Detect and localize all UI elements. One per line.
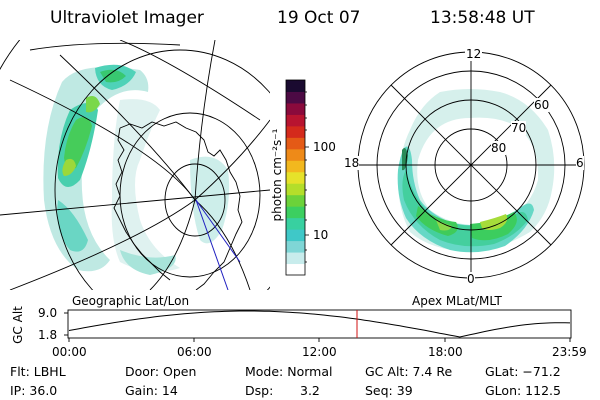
colorbar-unit-label: photon cm⁻²s⁻¹ [270, 128, 284, 222]
altitude-plot-frame [67, 309, 572, 339]
colorbar-segment [286, 91, 305, 104]
info-seq: Seq: 39 [365, 383, 413, 398]
longitude-grid [0, 40, 270, 290]
colorbar-tick-10: 10 [313, 228, 329, 242]
mlat-label-80: 80 [491, 141, 507, 155]
geographic-caption: Geographic Lat/Lon [72, 294, 190, 308]
colorbar-segment [286, 160, 305, 173]
polar-plot [357, 51, 585, 279]
xtick-06: 06:00 [177, 345, 212, 359]
colorbar-segment [286, 148, 305, 161]
info-gain: Gain: 14 [125, 383, 178, 398]
info-dsp-label: Dsp: [245, 383, 274, 398]
colorbar-segment [286, 206, 305, 219]
info-gc-alt: GC Alt: 7.4 Re [365, 364, 453, 379]
colorbar-segment [286, 125, 305, 138]
altitude-ytick-1-8: 1.8 [38, 328, 58, 342]
altitude-ytick-9: 9.0 [38, 306, 58, 320]
time-label: 13:58:48 UT [430, 8, 535, 28]
colorbar-segment [286, 102, 305, 115]
colorbar-segment [286, 114, 305, 127]
info-glon: GLon: 112.5 [485, 383, 561, 398]
colorbar-segment [286, 252, 305, 265]
info-flt: Flt: LBHL [10, 364, 66, 379]
info-ip: IP: 36.0 [10, 383, 58, 398]
xtick-00: 00:00 [52, 345, 87, 359]
colorbar [286, 80, 305, 276]
xtick-18: 18:00 [428, 345, 463, 359]
mlt-label-18: 18 [344, 156, 360, 170]
info-door: Door: Open [125, 364, 197, 379]
xtick-2359: 23:59 [552, 345, 587, 359]
mlat-label-60: 60 [534, 98, 550, 112]
altitude-y-ticks [64, 312, 68, 336]
mlat-label-70: 70 [511, 121, 527, 135]
geographic-map [0, 40, 270, 290]
info-dsp-value: 3.2 [300, 383, 320, 398]
colorbar-frame [285, 79, 306, 276]
altitude-curve [68, 310, 571, 338]
mlt-spokes [358, 52, 584, 278]
colorbar-segment [286, 240, 305, 253]
colorbar-segment [286, 229, 305, 242]
apex-caption: Apex MLat/MLT [412, 294, 502, 308]
colorbar-segment [286, 183, 305, 196]
info-mode: Mode: Normal [245, 364, 333, 379]
altitude-ylabel: GC Alt [11, 306, 25, 344]
colorbar-segment [286, 80, 305, 92]
instrument-title: Ultraviolet Imager [50, 8, 204, 28]
colorbar-segment [286, 194, 305, 207]
colorbar-segment [286, 137, 305, 150]
xtick-12: 12:00 [302, 345, 337, 359]
footprint-line-blue-2 [195, 199, 241, 263]
colorbar-segment [286, 171, 305, 184]
auroral-emission-left [43, 64, 230, 275]
mlt-label-6: 6 [576, 156, 584, 170]
colorbar-ticks [305, 91, 309, 263]
coastline [113, 121, 243, 290]
altitude-x-ticks [68, 338, 571, 342]
colorbar-tick-100: 100 [313, 140, 336, 154]
info-glat: GLat: −71.2 [485, 364, 561, 379]
auroral-emission-right [397, 89, 555, 253]
footprint-line-blue [195, 199, 229, 290]
colorbar-segment [286, 263, 305, 276]
mlt-label-0: 0 [467, 272, 475, 286]
colorbar-segment [286, 217, 305, 230]
date-label: 19 Oct 07 [277, 8, 361, 28]
mlt-label-12: 12 [465, 47, 483, 61]
